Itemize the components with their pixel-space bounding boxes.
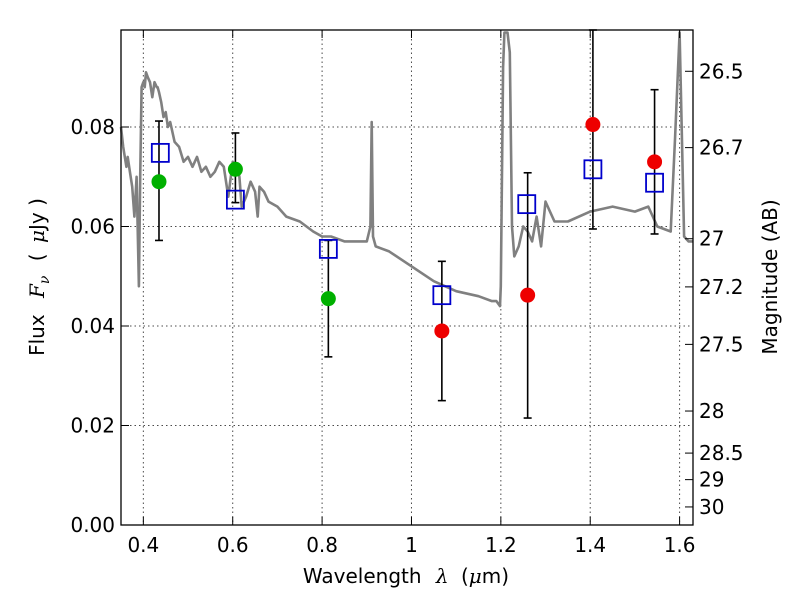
y2-tick-label: 30 [699, 495, 724, 519]
x-tick-label: 1.2 [485, 533, 517, 557]
axis-ticks: 0.4 0.6 0.8 1 1.2 1.4 1.6 0.00 0.02 0.04 0.06 0.08 2… [70, 30, 744, 557]
y2-tick-label: 26.7 [699, 136, 744, 160]
y2-tick-label: 27 [699, 227, 724, 251]
y2-tick-label: 27.5 [699, 332, 744, 356]
x-tick-label: 1.4 [574, 533, 606, 557]
x-tick-label: 0.6 [217, 533, 249, 557]
x-tick-label: 1 [405, 533, 418, 557]
model-square-marker [645, 172, 664, 193]
y2-tick-label: 26.5 [699, 59, 744, 83]
y-tick-label: 0.00 [70, 513, 115, 537]
data-point-marker [585, 117, 601, 133]
data-markers [150, 117, 664, 339]
data-point-marker [320, 291, 336, 307]
x-tick-label: 0.8 [306, 533, 338, 557]
model-square-marker [150, 142, 170, 163]
y2-axis-label: Magnitude (AB) [758, 199, 782, 354]
y2-tick-label: 29 [699, 468, 724, 492]
data-point-marker [151, 174, 167, 190]
y-tick-label: 0.08 [70, 115, 115, 139]
x-tick-label: 1.6 [664, 533, 696, 557]
model-square-marker [583, 159, 603, 180]
data-point-marker [434, 323, 450, 339]
y2-tick-label: 28 [699, 399, 724, 423]
data-point-marker [647, 154, 663, 170]
error-bars [154, 29, 659, 419]
y-axis-label: Flux Fν ( μJy ) [25, 198, 54, 356]
y2-tick-label: 27.2 [699, 275, 744, 299]
model-square-marker [318, 238, 338, 259]
y-tick-label: 0.06 [70, 215, 115, 239]
x-axis-label: Wavelength λ (μm) [303, 564, 509, 588]
y-tick-label: 0.02 [70, 414, 115, 438]
model-spectrum [119, 31, 693, 308]
model-square-marker [432, 285, 452, 306]
y-tick-label: 0.04 [70, 314, 115, 338]
x-tick-label: 0.4 [127, 533, 159, 557]
spectrum-line [119, 31, 693, 308]
model-square-marker [517, 194, 537, 215]
y2-tick-label: 28.5 [699, 441, 744, 465]
plot-frame [120, 29, 694, 526]
data-point-marker [227, 161, 243, 177]
model-square-marker [225, 189, 245, 210]
data-point-marker [520, 287, 536, 303]
grid-lines [121, 30, 693, 525]
